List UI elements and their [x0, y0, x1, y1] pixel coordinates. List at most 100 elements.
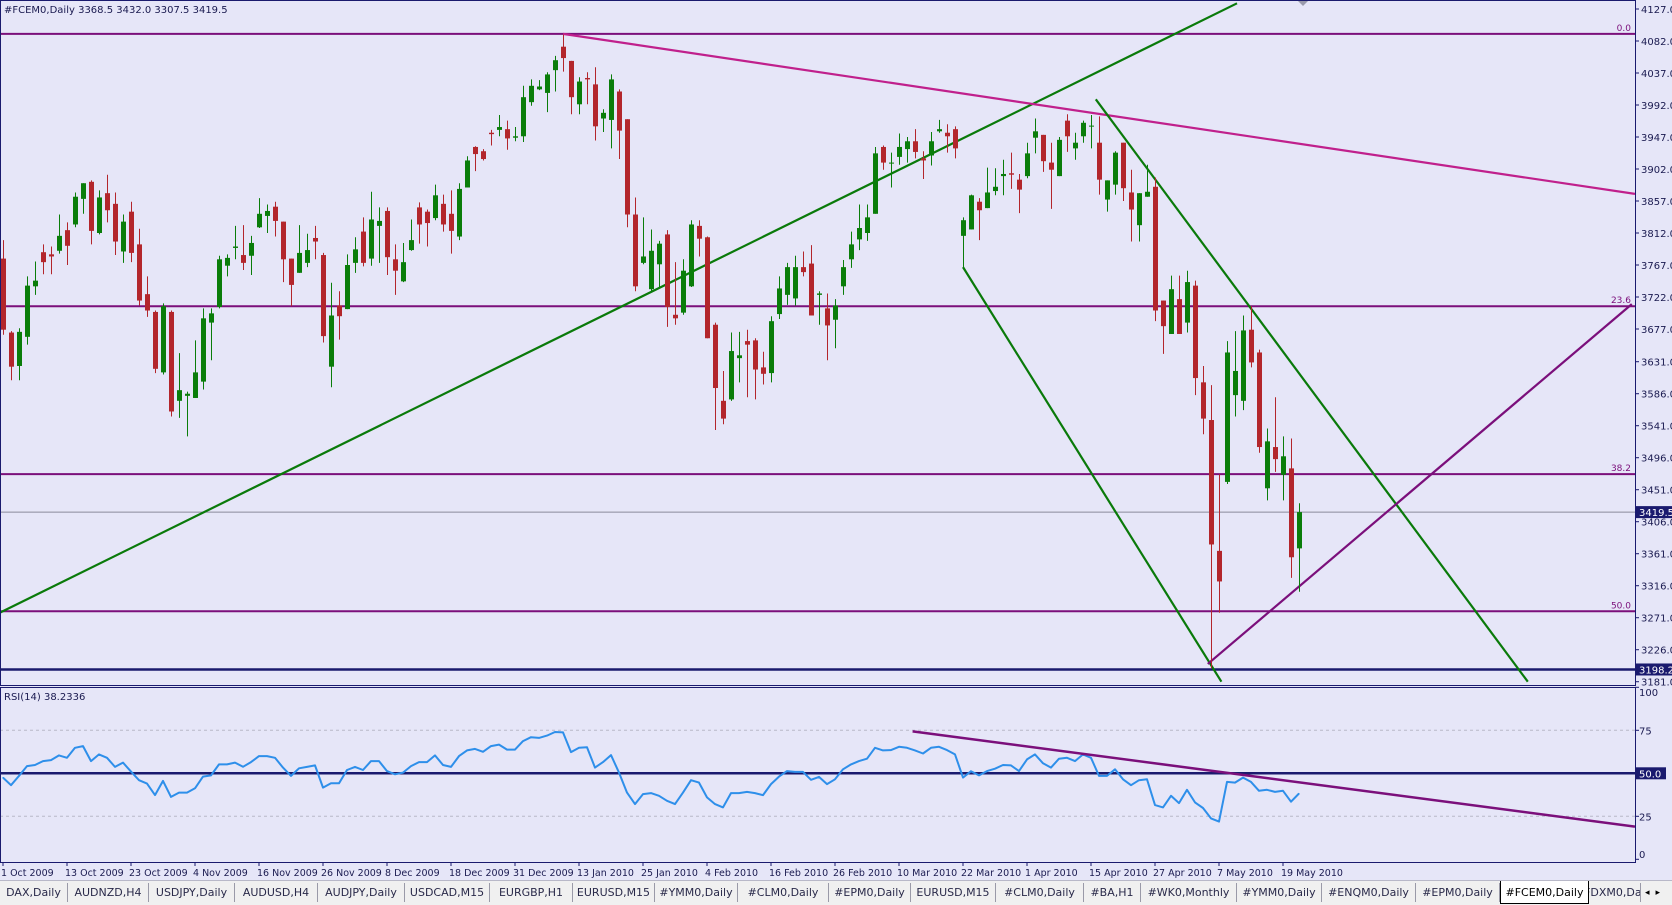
candle [529, 79, 534, 106]
candle-body [649, 250, 654, 290]
candle [641, 217, 646, 265]
chart-tab[interactable]: #FCEM0,Daily [1500, 881, 1589, 904]
rsi-point [834, 778, 836, 780]
rsi-point [890, 749, 892, 751]
candle-body [473, 146, 478, 155]
candle [1169, 275, 1174, 334]
rsi-point [282, 767, 284, 769]
candle-body [25, 285, 30, 337]
candle [1281, 436, 1286, 501]
date-axis-label: 26 Feb 2010 [833, 868, 892, 879]
chart-tab[interactable]: #YMM0,Daily [655, 883, 738, 902]
candle [513, 127, 518, 142]
chart-tab[interactable]: #CLM0,Daily [738, 883, 829, 902]
chart-tab[interactable]: EURGBP,H1 [490, 883, 573, 902]
candle-body [713, 324, 718, 389]
rsi-point [1266, 789, 1268, 791]
rsi-point [1114, 768, 1116, 770]
candle [273, 201, 278, 237]
rsi-point [66, 757, 68, 759]
rsi-point [1162, 806, 1164, 808]
candle [601, 109, 606, 133]
rsi-point [618, 772, 620, 774]
candle-body [129, 211, 134, 253]
candle [1097, 116, 1102, 195]
chart-tab[interactable]: #CLM0,Daily [996, 883, 1084, 902]
chart-tab[interactable]: DAX,Daily [0, 883, 68, 902]
candle [537, 80, 542, 91]
candle-body [681, 270, 686, 313]
candle [1273, 397, 1278, 472]
rsi-point [1282, 790, 1284, 792]
candle [801, 251, 806, 277]
candle-body [1185, 282, 1190, 323]
chart-tab[interactable]: USDCAD,M15 [405, 883, 490, 902]
chart-tab[interactable]: AUDJPY,Daily [318, 883, 405, 902]
date-axis-label: 8 Dec 2009 [385, 868, 440, 879]
price-axis-label: 3271.0 [1641, 614, 1672, 625]
rsi-point [122, 762, 124, 764]
date-axis-label: 22 Mar 2010 [961, 868, 1021, 879]
candle [953, 126, 958, 159]
candle-body [457, 188, 462, 237]
candle [81, 183, 86, 214]
date-axis-label: 19 May 2010 [1281, 868, 1343, 879]
chart-area[interactable]: 0.0 23.6 38.2 50.0 #FCEM0,Daily 3368.5 3432.… [0, 0, 1672, 880]
chart-tab[interactable]: AUDUSD,H4 [235, 883, 318, 902]
candle [1121, 142, 1126, 201]
rsi-point [818, 776, 820, 778]
chart-tab[interactable]: #EPM0,Daily [1416, 883, 1500, 902]
rsi-point [2, 777, 4, 779]
candle [457, 183, 462, 241]
price-axis-label: 3947.0 [1641, 133, 1672, 144]
candle [553, 55, 558, 92]
candle-body [1161, 300, 1166, 327]
candle-body [329, 315, 334, 367]
chart-tab[interactable]: #BA,H1 [1084, 883, 1141, 902]
rsi-axis-label: 75 [1639, 726, 1652, 737]
chart-tab[interactable]: EURUSD,M15 [573, 883, 655, 902]
chart-tab[interactable]: #YMM0,Daily [1237, 883, 1322, 902]
price-axis-label: 3226.0 [1641, 646, 1672, 657]
chart-tab[interactable]: EURUSD,M15 [911, 883, 996, 902]
rsi-point [410, 765, 412, 767]
candle-body [9, 332, 14, 367]
candle [817, 291, 822, 325]
candle-body [401, 262, 406, 282]
rsi-point [290, 775, 292, 777]
rsi-point [1170, 795, 1172, 797]
candle-body [433, 195, 438, 219]
tab-scroll-left-icon[interactable]: ◂ [1645, 888, 1650, 898]
candle-body [169, 311, 174, 412]
candle-body [161, 306, 166, 373]
date-axis-label: 16 Nov 2009 [257, 868, 318, 879]
rsi-axis-label: 25 [1639, 812, 1652, 823]
tab-scroll-right-icon[interactable]: ▸ [1655, 888, 1661, 898]
candle [1257, 349, 1262, 453]
rsi-point [514, 748, 516, 751]
candle-body [145, 294, 150, 311]
candle-body [481, 151, 486, 160]
chart-tab[interactable]: AUDNZD,H4 [68, 883, 149, 902]
candle-body [225, 257, 230, 266]
chart-tab[interactable]: #EPM0,Daily [829, 883, 911, 902]
chart-tab[interactable]: #WK0,Monthly [1141, 883, 1237, 902]
candle-body [209, 313, 214, 323]
rsi-point [578, 747, 580, 749]
candle-body [105, 193, 110, 211]
chart-tab[interactable]: #ENQM0,Daily [1322, 883, 1416, 902]
candle [793, 255, 798, 306]
rsi-point [778, 775, 780, 778]
candle-body [1209, 420, 1214, 545]
candle-body [977, 201, 982, 211]
candle [1185, 270, 1190, 333]
candle-body [249, 242, 254, 256]
candle-body [497, 127, 502, 130]
rsi-point [714, 803, 716, 805]
candle-body [921, 158, 926, 161]
candle [1001, 159, 1006, 196]
chart-tab[interactable]: #FDXM0,Daily [1589, 883, 1641, 902]
candle-body [1033, 131, 1038, 138]
chart-tab[interactable]: USDJPY,Daily [149, 883, 235, 902]
candle-body [641, 256, 646, 263]
